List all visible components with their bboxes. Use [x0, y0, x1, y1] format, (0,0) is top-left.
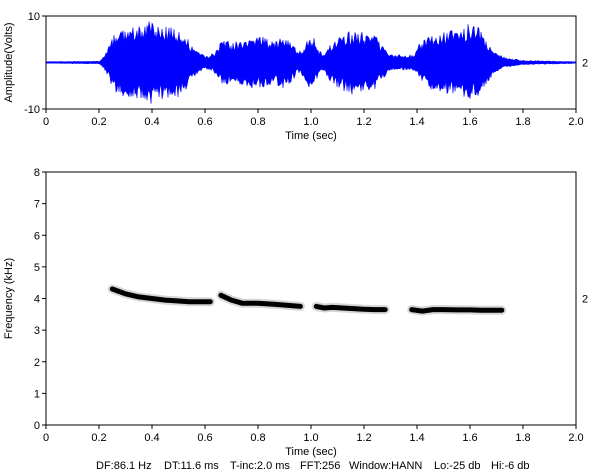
spectrogram-x-tick-label: 0.8	[250, 432, 265, 444]
dt-param: DT:11.6 ms	[164, 460, 219, 472]
waveform-x-tick-label: 1.0	[303, 116, 318, 128]
waveform-y-axis-title: Amplitude(Volts)	[3, 22, 15, 102]
waveform-x-tick-label: 1.6	[462, 116, 477, 128]
waveform-y-tick-label: -10	[24, 104, 40, 116]
waveform-x-tick-label: 0.8	[250, 116, 265, 128]
spectrogram-y-tick-label: 8	[34, 167, 40, 179]
spectrogram-x-tick-label: 0.4	[144, 432, 159, 444]
waveform-x-tick-label: 2.0	[568, 116, 583, 128]
hi-param: Hi:-6 db	[491, 460, 530, 472]
spectrogram-x-tick-label: 1.2	[356, 432, 371, 444]
analysis-parameters: DF:86.1 Hz DT:11.6 ms T-inc:2.0 ms FFT:2…	[96, 460, 530, 472]
waveform-panel: 0 0.2 0.4 0.6 0.8 1.0 1.2 1.4 1.6 1.8 2.0 10 -10 Ti…	[3, 11, 588, 142]
spectrogram-channel-label: 2	[582, 294, 588, 306]
spectrogram-x-tick-label: 1.6	[462, 432, 477, 444]
waveform-channel-label: 2	[582, 58, 588, 70]
spectrogram-marks	[107, 284, 507, 316]
spectrogram-x-tick-label: 2.0	[568, 432, 583, 444]
tinc-param: T-inc:2.0 ms	[230, 460, 290, 472]
spectrogram-formant-track	[409, 307, 505, 314]
spectrogram-y-tick-label: 4	[34, 294, 40, 306]
spectrogram-axes-frame	[45, 171, 577, 426]
spectrogram-x-tick-label: 1.0	[303, 432, 318, 444]
spectrogram-y-tick-label: 6	[34, 230, 40, 242]
waveform-y-tick-label: 10	[28, 11, 40, 23]
spectrogram-formant-track	[218, 292, 303, 309]
spectrogram-formant-track	[313, 303, 388, 313]
spectrogram-y-tick-label: 5	[34, 262, 40, 274]
waveform-x-tick-label: 0.4	[144, 116, 159, 128]
spectrogram-y-axis-title: Frequency (kHz)	[3, 258, 15, 339]
spectrogram-x-tick-label: 0.2	[91, 432, 106, 444]
waveform-y-ticks: 10 -10	[24, 11, 46, 116]
fft-param: FFT:256	[300, 460, 340, 472]
waveform-x-axis-title: Time (sec)	[285, 130, 337, 142]
spectrogram-y-tick-label: 3	[34, 325, 40, 337]
spectrogram-y-tick-label: 1	[34, 388, 40, 400]
waveform-x-tick-label: 0	[43, 116, 49, 128]
waveform-x-tick-label: 1.8	[515, 116, 530, 128]
spectrogram-y-tick-label: 2	[34, 357, 40, 369]
spectrogram-panel: 0 0.2 0.4 0.6 0.8 1.0 1.2 1.4 1.6 1.8 2.0 0 1 2 3 4 5 6 7…	[3, 167, 588, 458]
spectrogram-x-axis-title: Time (sec)	[285, 446, 337, 458]
lo-param: Lo:-25 db	[434, 460, 480, 472]
spectrogram-y-ticks: 0 1 2 3 4 5 6 7 8	[34, 167, 46, 432]
spectrogram-y-tick-label: 0	[34, 420, 40, 432]
waveform-x-tick-label: 1.4	[409, 116, 424, 128]
spectrogram-y-tick-label: 7	[34, 199, 40, 211]
spectrogram-x-tick-label: 0.6	[197, 432, 212, 444]
waveform-x-tick-label: 1.2	[356, 116, 371, 128]
spectrogram-formant-track	[109, 286, 213, 305]
window-param: Window:HANN	[349, 460, 422, 472]
waveform-x-tick-label: 0.2	[91, 116, 106, 128]
spectrogram-x-tick-label: 0	[43, 432, 49, 444]
waveform-x-tick-label: 0.6	[197, 116, 212, 128]
spectrogram-x-ticks: 0 0.2 0.4 0.6 0.8 1.0 1.2 1.4 1.6 1.8 2.0	[43, 425, 584, 444]
spectrogram-x-tick-label: 1.4	[409, 432, 424, 444]
spectrogram-x-tick-label: 1.8	[515, 432, 530, 444]
df-param: DF:86.1 Hz	[96, 460, 152, 472]
waveform-x-ticks: 0 0.2 0.4 0.6 0.8 1.0 1.2 1.4 1.6 1.8 2.0	[43, 109, 584, 128]
